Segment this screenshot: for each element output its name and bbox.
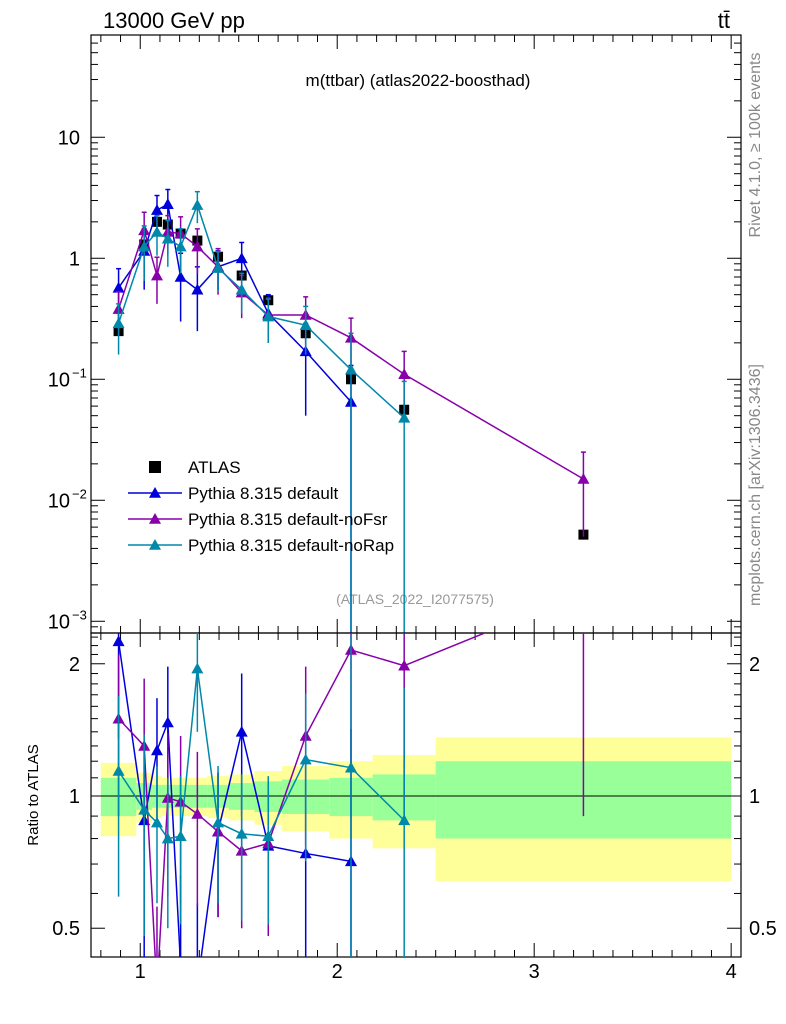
legend-marker [149, 539, 161, 550]
ratio-marker [112, 635, 125, 647]
ratio-marker [191, 662, 204, 674]
series-marker [212, 262, 225, 273]
series-marker [112, 281, 125, 293]
series-marker [112, 317, 125, 329]
series-marker [398, 368, 411, 380]
series-line [117, 202, 405, 419]
ratio-axis-label: Ratio to ATLAS [25, 744, 42, 845]
series-marker [235, 283, 248, 295]
legend: ATLAS Pythia 8.315 default Pythia 8.315 de… [128, 458, 394, 555]
y-tick-label: 10 [48, 611, 70, 633]
ratio-marker [151, 985, 163, 996]
series-marker [191, 199, 204, 210]
ratio-marker [235, 725, 248, 737]
series-marker [174, 240, 187, 252]
legend-marker [149, 513, 161, 524]
series-marker [577, 472, 590, 484]
ratio-y-tick-label: 1 [69, 786, 80, 808]
ratio-marker [262, 830, 275, 841]
x-tick-label: 2 [332, 961, 343, 983]
legend-entry: Pythia 8.315 default-noFsr [188, 510, 388, 529]
ratio-marker [299, 753, 312, 765]
series-marker [191, 283, 204, 295]
ratio-marker [138, 803, 151, 815]
series-marker [235, 252, 248, 264]
ratio-panel: 1 2 3 4 0.5 0.5 1 1 2 2 [52, 587, 777, 996]
analysis-id: (ATLAS_2022_I2077575) [336, 591, 494, 607]
legend-atlas-marker [149, 461, 161, 473]
series-marker [161, 232, 174, 244]
ratio-y-tick-label: 2 [69, 654, 80, 676]
y-tick-exponent: −2 [72, 486, 87, 501]
ratio-series-noRap [112, 633, 411, 957]
ratio-marker [398, 659, 411, 671]
y-tick-label: 10 [48, 369, 70, 391]
ratio-marker [150, 744, 163, 756]
series-marker [345, 363, 357, 375]
rivet-label: Rivet 4.1.0, ≥ 100k events [747, 53, 764, 238]
y-tick-label: 1 [69, 248, 80, 270]
legend-entry: ATLAS [188, 458, 241, 477]
ratio-marker [150, 816, 163, 828]
ratio-marker [174, 830, 187, 841]
legend-entry: Pythia 8.315 default [188, 484, 339, 503]
ratio-y-tick-label-right: 0.5 [749, 918, 777, 940]
series-marker [398, 411, 411, 423]
ratio-y-tick-label: 0.5 [52, 918, 80, 940]
plot-title: m(ttbar) (atlas2022-boosthad) [306, 71, 531, 90]
ratio-y-tick-label-right: 1 [749, 786, 760, 808]
ratio-marker [161, 832, 174, 844]
y-tick-label: 10 [48, 490, 70, 512]
ratio-marker [175, 960, 187, 971]
energy-label: 13000 GeV pp [103, 8, 245, 33]
series-marker [161, 198, 174, 209]
ratio-marker [235, 827, 248, 839]
x-tick-label: 1 [135, 961, 146, 983]
series-noRap [112, 190, 411, 633]
series-marker [150, 204, 163, 215]
series-marker [150, 269, 163, 281]
ratio-bands [100, 737, 732, 882]
y-tick-exponent: −3 [72, 607, 87, 622]
ratio-marker [398, 814, 411, 826]
series-marker [191, 240, 204, 252]
series-marker [174, 271, 187, 282]
series-marker [262, 310, 275, 322]
legend-entry: Pythia 8.315 default-noRap [188, 536, 394, 555]
y-tick-label: 10 [58, 127, 80, 149]
series-marker [138, 240, 151, 252]
x-tick-label: 4 [726, 961, 737, 983]
x-tick-label: 3 [529, 961, 540, 983]
mcplots-label: mcplots.cern.ch [arXiv:1306.3436] [747, 364, 764, 606]
ratio-marker [161, 716, 174, 728]
ratio-marker [112, 765, 125, 776]
ratio-marker [345, 761, 357, 773]
series-marker [299, 319, 312, 330]
ratio-marker [191, 807, 204, 819]
legend-marker [149, 487, 161, 498]
ratio-y-tick-label-right: 2 [749, 654, 760, 676]
series-default [112, 188, 357, 633]
y-tick-exponent: −1 [72, 365, 87, 380]
process-label: tt̄ [718, 8, 730, 33]
series-marker [150, 225, 163, 237]
ratio-marker [212, 816, 225, 828]
ratio-marker [577, 587, 589, 598]
ratio-marker [191, 980, 203, 991]
ratio-line [117, 641, 352, 957]
